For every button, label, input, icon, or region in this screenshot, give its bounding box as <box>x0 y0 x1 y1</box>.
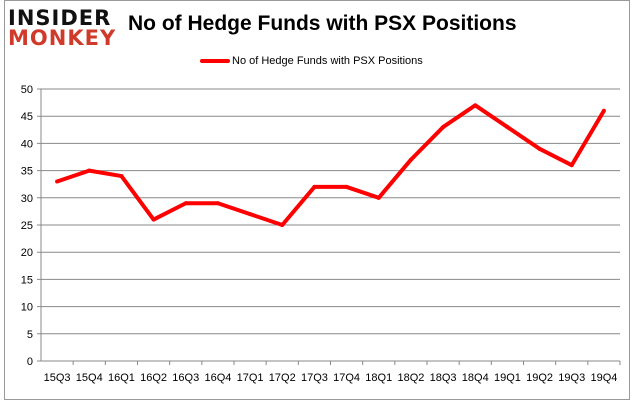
data-point <box>408 157 413 162</box>
data-point <box>569 163 574 168</box>
data-point <box>344 184 349 189</box>
legend-swatch <box>200 59 230 63</box>
x-tick-label: 16Q1 <box>108 372 135 384</box>
data-point <box>537 146 542 151</box>
y-tick-label: 30 <box>21 193 33 205</box>
chart-frame <box>4 0 630 400</box>
data-point <box>119 174 124 179</box>
data-point <box>215 201 220 206</box>
x-tick-label: 19Q2 <box>526 372 553 384</box>
data-point <box>183 201 188 206</box>
x-tick-label: 18Q4 <box>462 372 489 384</box>
data-point <box>87 168 92 173</box>
legend: No of Hedge Funds with PSX Positions <box>200 55 423 67</box>
y-tick-label: 35 <box>21 166 33 178</box>
x-tick-label: 17Q4 <box>333 372 360 384</box>
y-tick-label: 45 <box>21 111 33 123</box>
x-tick-label: 15Q3 <box>44 372 71 384</box>
x-tick-label: 18Q1 <box>365 372 392 384</box>
logo-line1: INSIDER <box>8 6 112 30</box>
x-tick-label: 16Q2 <box>140 372 167 384</box>
y-tick-label: 20 <box>21 247 33 259</box>
x-tick-label: 15Q4 <box>76 372 103 384</box>
series-line <box>56 103 606 227</box>
data-point <box>441 125 446 130</box>
y-tick-label: 10 <box>21 302 33 314</box>
y-tick-label: 50 <box>21 84 33 96</box>
chart-title: No of Hedge Funds with PSX Positions <box>128 12 517 35</box>
y-tick-label: 40 <box>21 138 33 150</box>
logo-line2: MONKEY <box>8 26 117 50</box>
data-point <box>55 179 60 184</box>
data-point <box>151 217 156 222</box>
data-point <box>248 212 253 217</box>
y-tick-label: 15 <box>21 274 33 286</box>
x-tick-label: 18Q3 <box>430 372 457 384</box>
x-tick-label: 17Q2 <box>269 372 296 384</box>
legend-label: No of Hedge Funds with PSX Positions <box>232 55 423 67</box>
y-tick-label: 25 <box>21 220 33 232</box>
insider-monkey-logo: INSIDER MONKEY <box>8 6 117 50</box>
x-tick-label: 16Q3 <box>172 372 199 384</box>
data-point <box>280 223 285 227</box>
data-point <box>601 108 606 113</box>
x-tick-label: 16Q4 <box>204 372 231 384</box>
data-point <box>376 195 381 200</box>
x-tick-label: 17Q3 <box>301 372 328 384</box>
x-tick-label: 19Q3 <box>558 372 585 384</box>
data-point <box>505 125 510 130</box>
y-tick-label: 0 <box>27 356 33 368</box>
x-tick-label: 19Q4 <box>590 372 617 384</box>
x-tick-label: 18Q2 <box>397 372 424 384</box>
x-tick-label: 19Q1 <box>494 372 521 384</box>
x-tick-label: 17Q1 <box>237 372 264 384</box>
data-point <box>312 184 317 189</box>
data-point <box>473 103 478 108</box>
y-tick-label: 5 <box>27 329 33 341</box>
